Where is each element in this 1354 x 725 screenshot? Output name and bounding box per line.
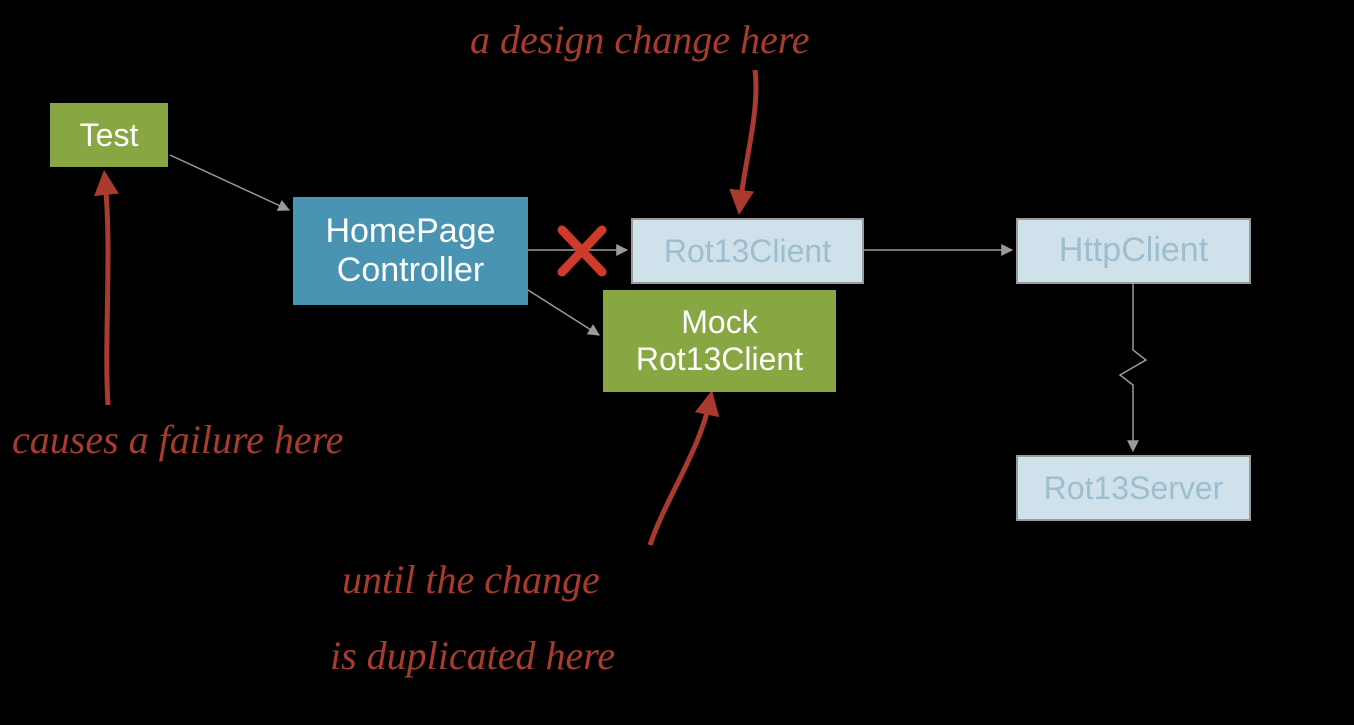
diagram-canvas: Test HomePageController Rot13Client Mock… bbox=[0, 0, 1354, 725]
annotation-causes-failure: causes a failure here bbox=[12, 416, 343, 463]
anno-arrow-causes-failure bbox=[105, 180, 108, 405]
anno-arrow-until-change bbox=[650, 400, 710, 545]
annotation-design-change: a design change here bbox=[470, 16, 810, 63]
annotation-is-duplicated: is duplicated here bbox=[330, 632, 615, 679]
node-label: Test bbox=[80, 117, 139, 154]
edge-test-to-homepage bbox=[170, 155, 289, 210]
anno-arrow-design-change bbox=[740, 70, 756, 205]
node-homepage-controller: HomePageController bbox=[293, 197, 528, 305]
node-label: HomePageController bbox=[325, 212, 495, 290]
node-rot13server: Rot13Server bbox=[1016, 455, 1251, 521]
edge-httpclient-to-rot13server bbox=[1120, 284, 1146, 451]
node-httpclient: HttpClient bbox=[1016, 218, 1251, 284]
node-label: HttpClient bbox=[1059, 231, 1208, 270]
edge-homepage-to-mock bbox=[528, 290, 599, 335]
node-label: MockRot13Client bbox=[636, 304, 803, 378]
node-rot13client: Rot13Client bbox=[631, 218, 864, 284]
annotation-until-change: until the change bbox=[342, 556, 600, 603]
node-test: Test bbox=[50, 103, 168, 167]
x-mark bbox=[562, 230, 602, 272]
node-label: Rot13Client bbox=[664, 233, 831, 270]
node-mock-rot13client: MockRot13Client bbox=[603, 290, 836, 392]
node-label: Rot13Server bbox=[1044, 470, 1224, 507]
